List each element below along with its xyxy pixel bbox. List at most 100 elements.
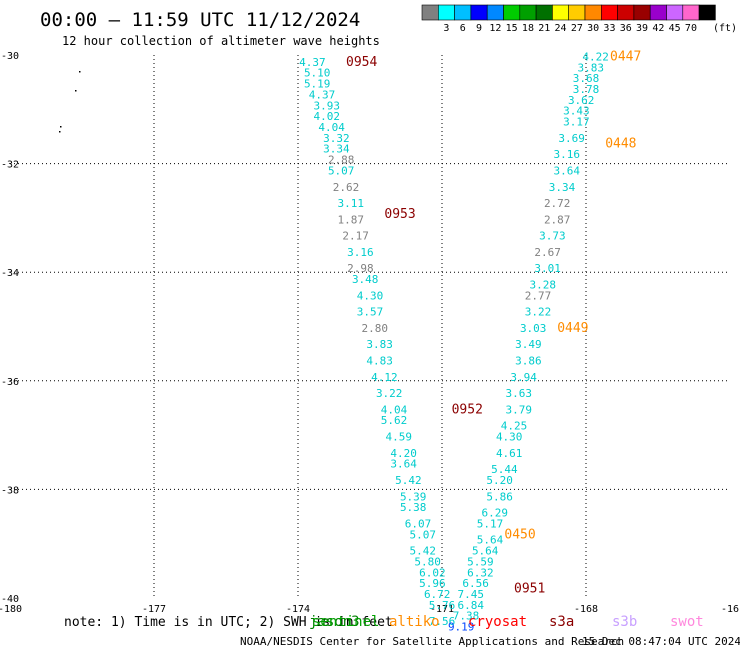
legend-item: altiko xyxy=(389,614,440,630)
colorbar-tick: 45 xyxy=(669,23,681,34)
colorbar-unit: (ft) xyxy=(713,23,737,34)
swh-value-label: 3.17 xyxy=(563,116,590,129)
pass-time-label: 0449 xyxy=(557,321,588,336)
colorbar-tick: 39 xyxy=(636,23,648,34)
colorbar-swatch xyxy=(486,4,504,21)
x-tick-label: -177 xyxy=(142,604,166,615)
pass-time-label: 0954 xyxy=(346,55,377,70)
swh-value-label: 5.86 xyxy=(486,490,513,503)
swh-value-label: 1.87 xyxy=(338,213,365,226)
swh-value-label: 3.86 xyxy=(515,355,542,368)
swh-value-label: 5.17 xyxy=(477,517,504,530)
swh-value-label: 5.76 xyxy=(429,599,456,612)
y-tick-label: -30 xyxy=(1,51,19,62)
swh-value-label: 3.69 xyxy=(558,132,585,145)
swh-value-label: 5.39 xyxy=(400,490,427,503)
swh-value-label: 6.29 xyxy=(482,507,509,520)
swh-value-label: 4.37 xyxy=(299,56,326,69)
swh-value-label: 6.56 xyxy=(462,577,489,590)
swh-value-label: 4.59 xyxy=(386,431,413,444)
colorbar-tick: 36 xyxy=(620,23,632,34)
colorbar-swatch xyxy=(682,4,700,21)
swh-value-label: 2.67 xyxy=(534,246,561,259)
swh-value-label: 3.11 xyxy=(338,197,365,210)
swh-value-label: 5.80 xyxy=(414,555,441,568)
swh-value-label: 3.34 xyxy=(323,143,350,156)
swh-value-label: 4.25 xyxy=(501,420,528,433)
swh-value-label: 3.32 xyxy=(323,132,350,145)
swh-value-label: 4.20 xyxy=(390,447,417,460)
x-tick-label: -174 xyxy=(286,604,310,615)
x-tick-label: -180 xyxy=(0,604,22,615)
swh-value-label: 6.84 xyxy=(458,599,485,612)
colorbar-tick: 15 xyxy=(506,23,518,34)
chart-subtitle: 12 hour collection of altimeter wave hei… xyxy=(62,34,380,48)
swh-value-label: 6.32 xyxy=(467,566,494,579)
note-text: note: 1) Time is in UTC; 2) SWH is in fe… xyxy=(64,615,393,630)
swh-value-label: 5.44 xyxy=(491,463,518,476)
y-tick-label: -36 xyxy=(1,377,19,388)
swh-value-label: 9.19 xyxy=(448,621,475,634)
swh-value-label: 2.80 xyxy=(362,322,389,335)
colorbar-swatch xyxy=(600,4,618,21)
swh-value-label: 3.01 xyxy=(534,262,561,275)
colorbar: 3 6 9 12 15 18 21 24 27 30 33 36 39 42 45 70 xyxy=(421,4,716,34)
swh-value-label: 4.12 xyxy=(371,371,398,384)
footer-credit: NOAA/NESDIS Center for Satellite Applica… xyxy=(240,635,624,648)
colorbar-swatch xyxy=(633,4,651,21)
colorbar-swatch xyxy=(503,4,521,21)
swh-value-label: 5.64 xyxy=(477,534,504,547)
swh-value-label: 3.62 xyxy=(568,94,595,107)
colorbar-swatch xyxy=(535,4,553,21)
y-tick-label: -32 xyxy=(1,160,19,171)
swh-value-label: 5.96 xyxy=(419,577,446,590)
swh-value-label: 3.22 xyxy=(525,306,552,319)
swh-value-label: 3.28 xyxy=(530,278,557,291)
swh-value-label: 4.83 xyxy=(366,355,393,368)
y-tick-label: -40 xyxy=(1,594,19,605)
land-speck xyxy=(60,126,62,128)
land-speck xyxy=(59,131,61,133)
swh-value-label: 3.63 xyxy=(506,387,533,400)
colorbar-swatch xyxy=(454,4,472,21)
x-tick-label: -171 xyxy=(430,604,454,615)
land-speck xyxy=(75,90,77,92)
swh-value-label: 5.10 xyxy=(304,67,331,80)
pass-time-label: 0953 xyxy=(384,207,415,222)
colorbar-tick: 70 xyxy=(685,23,697,34)
colorbar-tick: 18 xyxy=(522,23,534,34)
swh-value-label: 3.79 xyxy=(506,403,533,416)
colorbar-swatch xyxy=(666,4,684,21)
swh-value-label: 5.07 xyxy=(328,164,355,177)
swh-value-label: 5.07 xyxy=(410,528,437,541)
swh-value-label: 7.56 xyxy=(429,615,456,628)
swh-value-label: 3.64 xyxy=(554,164,581,177)
colorbar-swatch xyxy=(519,4,537,21)
swh-value-label: 2.88 xyxy=(328,154,355,167)
swh-value-label: 4.37 xyxy=(309,88,336,101)
swh-value-label: 4.30 xyxy=(496,431,523,444)
pass-time-label: 0952 xyxy=(452,402,483,417)
swh-value-label: 5.59 xyxy=(467,555,494,568)
chart-title: 00:00 – 11:59 UTC 11/12/2024 xyxy=(40,9,360,31)
swh-value-label: 2.77 xyxy=(525,289,552,302)
swh-value-label: 3.22 xyxy=(376,387,403,400)
colorbar-tick: 42 xyxy=(652,23,664,34)
swh-value-label: 4.02 xyxy=(314,110,341,123)
swh-value-label: 2.62 xyxy=(333,181,360,194)
swh-value-label: 3.64 xyxy=(390,458,417,471)
swh-value-label: 3.34 xyxy=(549,181,576,194)
swh-value-label: 3.57 xyxy=(357,306,384,319)
swh-value-label: 4.04 xyxy=(318,121,345,134)
swh-value-label: 6.02 xyxy=(419,566,446,579)
colorbar-tick: 24 xyxy=(555,23,567,34)
colorbar-swatch xyxy=(649,4,667,21)
colorbar-swatch xyxy=(568,4,586,21)
colorbar-tick: 9 xyxy=(476,23,482,34)
swh-value-label: 4.61 xyxy=(496,447,523,460)
swh-value-label: 2.98 xyxy=(347,262,374,275)
swh-value-label: 3.78 xyxy=(573,83,600,96)
swh-value-label: 3.03 xyxy=(520,322,547,335)
swh-value-label: 5.64 xyxy=(472,545,499,558)
